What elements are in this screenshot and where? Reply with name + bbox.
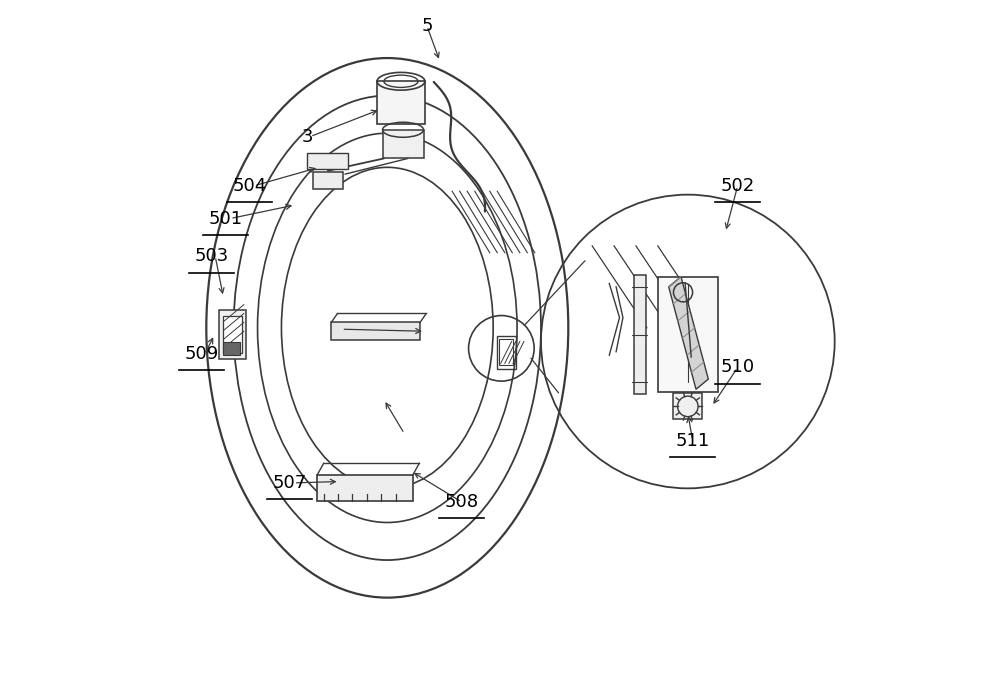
Bar	[497, 336, 516, 369]
Text: 3: 3	[302, 128, 313, 145]
Polygon shape	[669, 277, 708, 389]
Bar	[377, 81, 425, 124]
Bar	[331, 322, 420, 340]
Text: 507: 507	[273, 474, 307, 492]
Bar	[499, 339, 513, 365]
Text: 504: 504	[232, 177, 266, 195]
Bar	[223, 342, 240, 355]
Bar	[219, 310, 246, 359]
Text: 501: 501	[208, 210, 242, 227]
Bar	[317, 475, 413, 501]
Text: 510: 510	[721, 359, 755, 376]
Bar	[313, 172, 343, 189]
Text: 5: 5	[421, 17, 433, 35]
Text: 511: 511	[675, 432, 710, 449]
Text: 509: 509	[184, 345, 219, 363]
Bar	[383, 130, 424, 158]
Bar	[307, 153, 348, 169]
Bar	[673, 393, 702, 419]
Text: 502: 502	[721, 177, 755, 195]
Text: 503: 503	[195, 247, 229, 265]
Bar	[223, 316, 242, 354]
Text: 508: 508	[445, 493, 479, 511]
Bar	[634, 275, 646, 395]
Bar	[658, 277, 718, 392]
